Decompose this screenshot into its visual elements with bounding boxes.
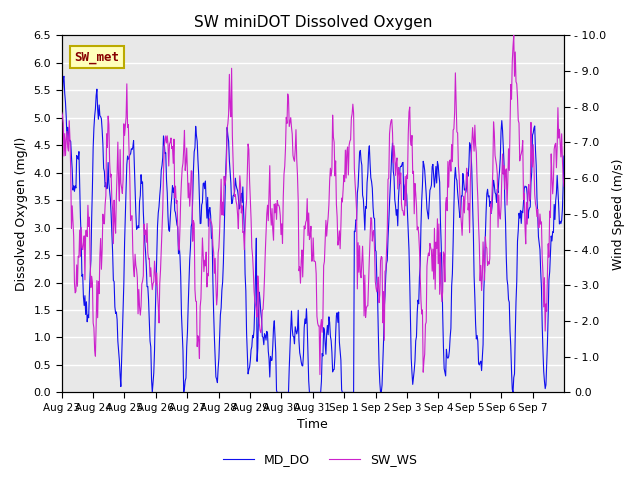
Y-axis label: Wind Speed (m/s): Wind Speed (m/s) — [612, 158, 625, 270]
X-axis label: Time: Time — [298, 419, 328, 432]
Text: SW_met: SW_met — [74, 51, 119, 64]
Title: SW miniDOT Dissolved Oxygen: SW miniDOT Dissolved Oxygen — [194, 15, 432, 30]
Y-axis label: Dissolved Oxygen (mg/l): Dissolved Oxygen (mg/l) — [15, 137, 28, 291]
Legend: MD_DO, SW_WS: MD_DO, SW_WS — [218, 448, 422, 471]
